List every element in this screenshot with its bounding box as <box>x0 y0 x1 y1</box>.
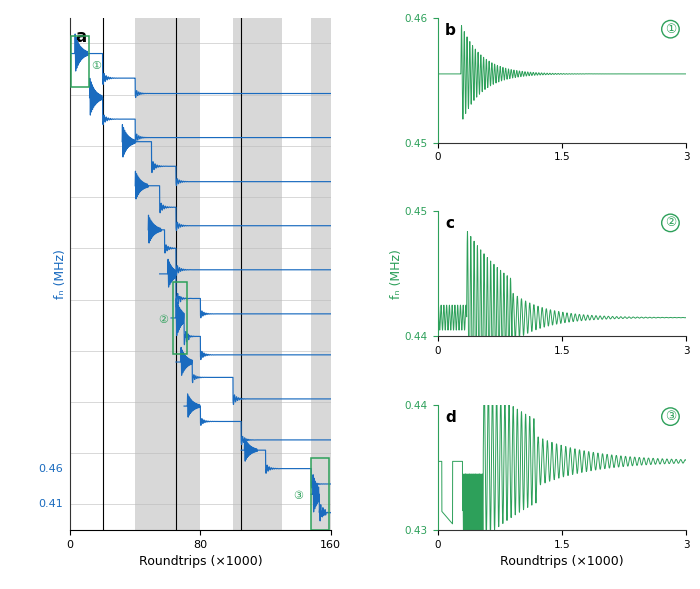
Text: d: d <box>445 410 456 425</box>
Text: ②: ② <box>158 315 168 325</box>
Text: a: a <box>75 28 86 46</box>
Y-axis label: fₙ (MHz): fₙ (MHz) <box>391 249 403 299</box>
Bar <box>233 18 282 530</box>
Y-axis label: fₙ (MHz): fₙ (MHz) <box>54 249 67 299</box>
Bar <box>135 18 200 530</box>
Text: 0.46: 0.46 <box>38 464 63 474</box>
Bar <box>312 458 329 530</box>
Text: ③: ③ <box>293 491 303 501</box>
Bar <box>312 18 331 530</box>
Text: ③: ③ <box>665 410 676 423</box>
Bar <box>71 35 89 87</box>
Text: c: c <box>445 216 454 231</box>
Text: ①: ① <box>91 61 101 71</box>
X-axis label: Roundtrips (×1000): Roundtrips (×1000) <box>139 555 262 568</box>
Text: ②: ② <box>665 216 676 229</box>
X-axis label: Roundtrips (×1000): Roundtrips (×1000) <box>500 555 624 568</box>
Text: ①: ① <box>665 22 676 36</box>
Text: b: b <box>445 22 456 38</box>
Bar <box>173 282 188 354</box>
Text: 0.41: 0.41 <box>38 499 63 509</box>
